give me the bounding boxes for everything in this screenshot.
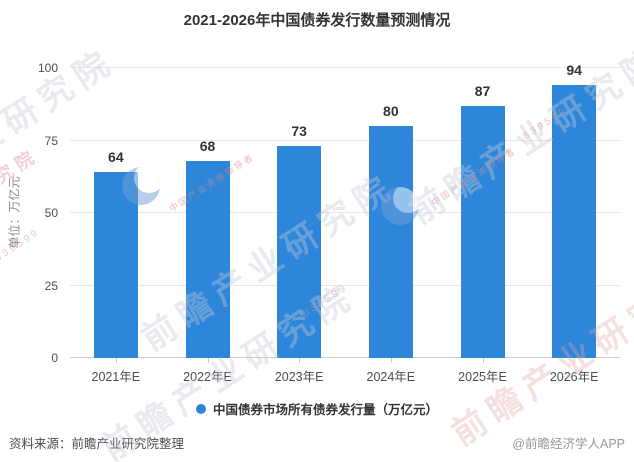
bar-2024年E[interactable] [368,126,413,358]
bar-2026年E[interactable] [552,85,597,358]
y-axis-tick-label: 0 [51,351,58,365]
bar-value-label: 64 [108,149,124,166]
gridline [70,212,620,213]
x-axis-tick [482,358,484,363]
y-axis-title: 单位：万亿元 [7,176,22,249]
legend-item[interactable]: 中国债券市场所有债券发行量（万亿元） [0,399,634,418]
x-axis-tick [299,358,301,363]
bar-value-label: 68 [199,137,216,154]
plot-area: 64 68 73 80 87 94 [70,62,620,358]
y-axis: 0 25 50 75 100 [0,61,62,365]
bar-value-label: 73 [291,123,307,140]
x-axis-tick [574,358,576,363]
y-axis-tick-label: 75 [44,133,58,148]
bar-2021年E[interactable] [93,172,138,358]
x-axis-tick [115,358,117,363]
x-axis-label: 2022年E [183,370,232,384]
bar-2023年E[interactable] [277,146,322,358]
bar-value-label: 94 [566,62,582,79]
x-axis-label: 2021年E [91,370,141,384]
chart-title: 2021-2026年中国债券发行数量预测情况 [183,12,451,29]
bar-2022年E[interactable] [185,160,230,358]
footer: 资料来源：前瞻产业研究院整理 @前瞻经济学人APP [9,433,625,452]
y-axis-tick-label: 100 [37,61,58,75]
legend-marker-icon [195,403,206,414]
bar-value-label: 80 [383,103,399,119]
x-axis-labels: 2021年E 2022年E 2023年E 2024年E 2025年E 2026年E [70,366,620,384]
bar-2025年E[interactable] [460,105,505,358]
legend-label: 中国债券市场所有债券发行量（万亿元） [212,403,438,417]
gridline [70,139,620,141]
x-axis-label: 2023年E [274,370,324,384]
gridline [70,284,620,286]
x-axis-line [70,357,620,358]
x-axis-tick [390,358,392,363]
y-axis-tick-label: 50 [44,206,58,220]
x-axis [70,358,620,364]
source-text: 资料来源：前瞻产业研究院整理 [9,437,185,451]
y-axis-tick-label: 25 [44,278,58,293]
x-axis-label: 2026年E [549,370,599,384]
gridline [70,67,620,68]
credit-text: @前瞻经济学人APP [512,437,625,451]
x-axis-tick [207,358,209,363]
x-axis-label: 2024年E [366,370,416,384]
bar-value-label: 87 [474,82,491,99]
x-axis-label: 2025年E [458,370,507,384]
